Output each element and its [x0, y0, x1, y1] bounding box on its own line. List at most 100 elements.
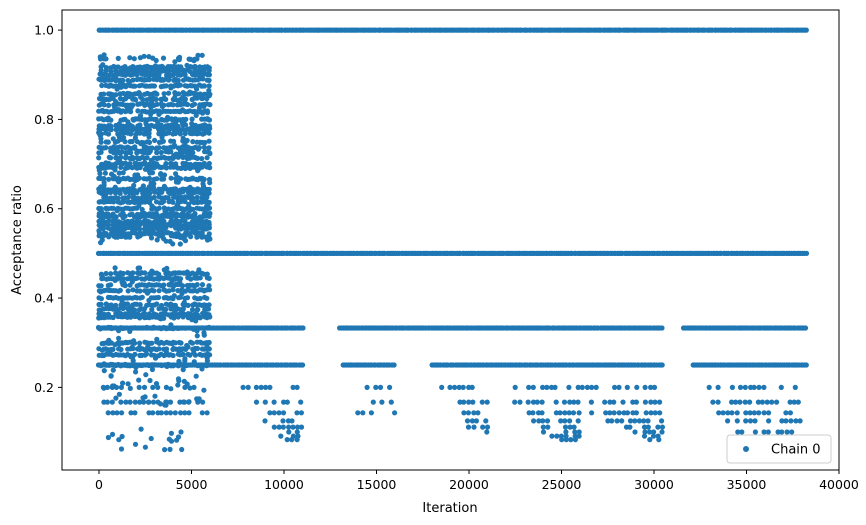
data-point: [756, 410, 762, 416]
data-point: [566, 384, 572, 390]
data-point: [156, 306, 162, 312]
data-point: [163, 410, 169, 416]
data-point: [194, 345, 201, 352]
data-point: [652, 399, 658, 405]
data-point: [196, 105, 202, 111]
data-point: [141, 384, 148, 390]
y-tick-label: 1.0: [34, 23, 54, 38]
data-point: [568, 437, 574, 443]
data-point: [611, 399, 617, 405]
data-point: [124, 301, 131, 307]
data-point: [627, 424, 633, 430]
data-point: [151, 161, 157, 167]
data-point: [187, 162, 194, 168]
data-point: [156, 163, 162, 169]
data-point: [155, 294, 162, 301]
data-point: [135, 325, 141, 331]
legend: Chain 0: [726, 434, 832, 464]
data-point: [139, 82, 145, 88]
data-point: [196, 396, 202, 402]
data-point: [116, 391, 122, 397]
data-point: [98, 289, 104, 295]
data-point: [171, 315, 177, 321]
data-point: [175, 376, 182, 382]
data-point: [112, 234, 118, 240]
data-point: [116, 341, 123, 347]
data-point: [193, 373, 199, 379]
data-point: [300, 362, 306, 368]
data-point: [735, 429, 741, 435]
data-point: [588, 399, 595, 405]
data-point: [199, 194, 205, 200]
data-point: [142, 444, 148, 450]
data-point: [180, 283, 186, 289]
data-point: [368, 410, 374, 416]
data-point: [575, 418, 581, 424]
data-point: [120, 380, 126, 386]
data-point: [111, 173, 117, 179]
data-point: [267, 410, 273, 416]
data-point: [106, 337, 112, 343]
data-point: [170, 199, 176, 205]
data-point: [202, 139, 208, 146]
data-point: [161, 91, 167, 97]
data-point: [137, 352, 143, 358]
data-point: [470, 399, 476, 405]
data-point: [96, 228, 102, 234]
data-point: [204, 164, 210, 170]
data-point: [120, 227, 126, 233]
data-point: [286, 429, 292, 435]
data-point: [755, 399, 762, 405]
data-point: [167, 399, 174, 405]
data-point: [174, 437, 180, 443]
data-point: [280, 424, 286, 430]
data-point: [126, 164, 132, 170]
data-point: [164, 363, 170, 369]
data-point: [193, 275, 199, 281]
data-point: [194, 155, 201, 161]
data-point: [764, 399, 770, 405]
data-point: [182, 141, 188, 147]
data-point: [168, 175, 174, 181]
data-point: [245, 384, 251, 390]
data-point: [553, 399, 559, 405]
data-point: [151, 225, 157, 231]
data-point: [101, 368, 107, 374]
data-point: [540, 424, 546, 430]
data-point: [651, 429, 657, 435]
data-point: [479, 399, 485, 405]
data-point: [552, 384, 558, 390]
data-point: [761, 429, 767, 435]
data-point: [151, 194, 157, 200]
data-point: [176, 347, 182, 353]
data-point: [103, 160, 109, 166]
data-point: [196, 82, 202, 88]
data-point: [572, 437, 579, 443]
x-tick-label: 35000: [727, 477, 767, 492]
data-point: [540, 418, 546, 424]
data-point: [133, 369, 139, 375]
data-point: [483, 418, 489, 424]
data-point: [133, 131, 139, 138]
data-point: [155, 119, 161, 125]
data-point: [187, 208, 193, 214]
data-point: [163, 238, 169, 244]
data-point: [793, 418, 799, 424]
data-point: [175, 314, 181, 320]
data-point: [122, 71, 128, 77]
data-point: [743, 418, 749, 424]
data-point: [186, 410, 192, 416]
data-point: [131, 56, 137, 62]
data-point: [96, 155, 102, 161]
data-point: [179, 291, 185, 297]
data-point: [156, 288, 162, 294]
data-point: [163, 83, 169, 89]
data-point: [99, 272, 105, 279]
data-point: [603, 410, 609, 416]
data-point: [747, 410, 753, 416]
data-point: [554, 433, 560, 439]
data-point: [197, 295, 203, 302]
data-point: [176, 358, 182, 364]
data-point: [204, 295, 210, 301]
data-point: [164, 230, 171, 236]
